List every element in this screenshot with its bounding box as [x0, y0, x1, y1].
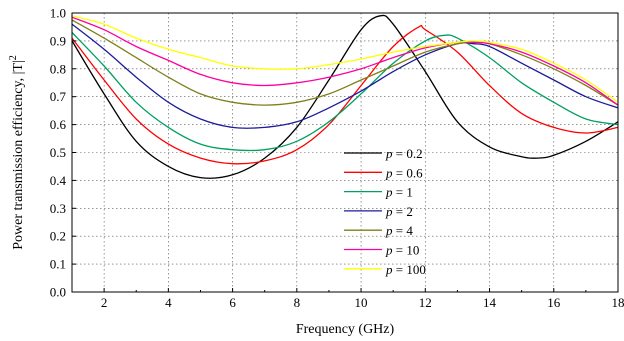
x-axis-label: Frequency (GHz) — [296, 322, 395, 337]
legend-label: = 1 — [393, 185, 413, 200]
legend-label: = 100 — [393, 262, 426, 277]
y-tick-label: 0.5 — [50, 145, 66, 160]
x-tick-label: 2 — [101, 295, 108, 310]
x-tick-label: 18 — [612, 295, 624, 310]
legend-symbol: p — [385, 185, 393, 200]
series-line-0 — [71, 14, 619, 179]
y-tick-label: 0.4 — [50, 173, 67, 188]
series-lines — [71, 14, 619, 179]
legend-entry-4: p = 4 — [385, 223, 413, 238]
legend-label: = 0.6 — [393, 165, 424, 180]
series-line-5 — [71, 16, 619, 106]
x-tick-label: 10 — [355, 295, 368, 310]
legend-label: = 0.2 — [393, 146, 423, 161]
x-tick-label: 16 — [547, 295, 561, 310]
legend-symbol: p — [385, 262, 393, 277]
legend-label: = 2 — [393, 204, 413, 219]
x-tick-label: 4 — [165, 295, 172, 310]
y-axis-label-text: Power transmission efficiency, |T| — [11, 60, 26, 250]
legend-entry-5: p = 10 — [385, 243, 419, 258]
x-tick-label: 8 — [294, 295, 301, 310]
series-line-3 — [71, 23, 619, 129]
legend-entry-1: p = 0.6 — [385, 165, 423, 180]
legend-entry-6: p = 100 — [385, 262, 426, 277]
y-axis-label: Power transmission efficiency, |T|2 — [8, 55, 26, 250]
legend: p = 0.2p = 0.6p = 1p = 2p = 4p = 10p = 1… — [344, 146, 426, 277]
y-tick-label: 0.1 — [50, 257, 66, 272]
legend-symbol: p — [385, 243, 393, 258]
y-tick-label: 0.7 — [50, 89, 67, 104]
legend-symbol: p — [385, 146, 393, 161]
legend-label: = 10 — [393, 243, 420, 258]
legend-symbol: p — [385, 204, 393, 219]
legend-entry-3: p = 2 — [385, 204, 413, 219]
series-line-6 — [71, 15, 619, 103]
legend-label: = 4 — [393, 223, 414, 238]
axis-ticks: 2 4 6 8 10 12 14 16 18 0.0 0.1 0.2 0.3 0.4 0.5 0.6 0.7 0.… — [50, 6, 624, 311]
legend-entry-0: p = 0.2 — [385, 146, 423, 161]
series-line-4 — [71, 19, 619, 106]
legend-entry-2: p = 1 — [385, 185, 413, 200]
x-tick-label: 14 — [483, 295, 497, 310]
y-tick-label: 0.3 — [50, 201, 66, 216]
y-tick-label: 0.2 — [50, 229, 66, 244]
y-axis-label-superscript: 2 — [8, 55, 19, 60]
series-line-2 — [71, 32, 619, 152]
x-tick-label: 12 — [419, 295, 432, 310]
y-tick-label: 0.9 — [50, 33, 66, 48]
y-tick-label: 1.0 — [50, 6, 66, 21]
legend-symbol: p — [385, 223, 393, 238]
y-tick-label: 0.0 — [50, 285, 66, 300]
series-line-1 — [71, 24, 619, 165]
y-tick-label: 0.8 — [50, 61, 66, 76]
legend-symbol: p — [385, 165, 393, 180]
x-tick-label: 6 — [229, 295, 236, 310]
y-tick-label: 0.6 — [50, 117, 67, 132]
